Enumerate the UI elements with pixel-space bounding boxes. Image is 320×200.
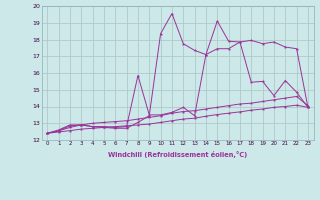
X-axis label: Windchill (Refroidissement éolien,°C): Windchill (Refroidissement éolien,°C) (108, 151, 247, 158)
